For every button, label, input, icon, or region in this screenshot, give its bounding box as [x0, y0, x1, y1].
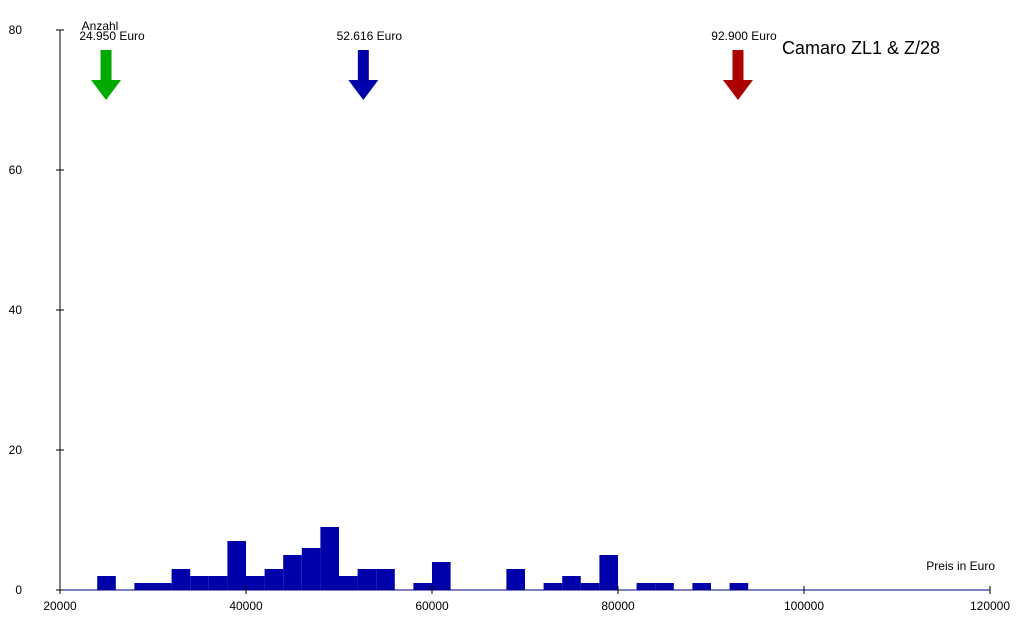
price-marker-label: 52.616 Euro — [337, 29, 403, 43]
y-tick-label: 60 — [9, 163, 23, 177]
histogram-bar — [655, 583, 674, 590]
y-tick-label: 80 — [9, 23, 23, 37]
histogram-bar — [134, 583, 153, 590]
x-ticks: 20000 40000 60000 80000 100000 120000 — [43, 586, 1010, 613]
chart-title: Camaro ZL1 & Z/28 — [782, 38, 940, 58]
x-tick-label: 60000 — [415, 599, 449, 613]
y-tick-label: 0 — [15, 583, 22, 597]
price-marker-label: 24.950 Euro — [79, 29, 145, 43]
histogram-bar — [357, 569, 377, 590]
histogram-bar — [208, 576, 228, 590]
histogram-bar — [376, 569, 395, 590]
histogram-bar — [692, 583, 711, 590]
histogram-bar — [153, 583, 172, 590]
price-marker-arrow — [348, 50, 379, 100]
bars-layer — [97, 527, 749, 590]
x-tick-label: 20000 — [43, 599, 77, 613]
histogram-bar — [264, 569, 284, 590]
histogram-bar — [506, 569, 525, 590]
y-ticks: 0 20 40 60 80 — [9, 23, 64, 597]
histogram-bar — [339, 576, 358, 590]
histogram-bar — [283, 555, 302, 590]
histogram-bar — [190, 576, 209, 590]
histogram-bar — [413, 583, 432, 590]
x-axis-label: Preis in Euro — [926, 559, 995, 573]
y-tick-label: 40 — [9, 303, 23, 317]
axes-layer — [59, 30, 990, 591]
histogram-bar — [580, 583, 600, 590]
histogram-bar — [432, 562, 451, 590]
histogram-bar — [227, 541, 246, 590]
y-tick-label: 20 — [9, 443, 23, 457]
histogram-bar — [562, 576, 581, 590]
histogram-bar — [246, 576, 265, 590]
x-tick-label: 40000 — [229, 599, 263, 613]
price-marker-label: 92.900 Euro — [711, 29, 777, 43]
price-marker-arrow — [91, 50, 122, 100]
histogram-bar — [636, 583, 656, 590]
x-tick-label: 120000 — [970, 599, 1010, 613]
y-axis-label: Anzahl — [82, 19, 119, 33]
x-tick-label: 100000 — [784, 599, 824, 613]
histogram-bar — [320, 527, 339, 590]
price-marker-arrow — [722, 50, 753, 100]
histogram-bar — [301, 548, 321, 590]
x-tick-label: 80000 — [601, 599, 635, 613]
histogram-bar — [543, 583, 563, 590]
histogram-bar — [171, 569, 191, 590]
histogram-bar — [599, 555, 618, 590]
histogram-bar — [729, 583, 749, 590]
price-markers: 24.950 Euro 52.616 Euro 92.900 Euro — [79, 29, 777, 100]
histogram-bar — [97, 576, 116, 590]
